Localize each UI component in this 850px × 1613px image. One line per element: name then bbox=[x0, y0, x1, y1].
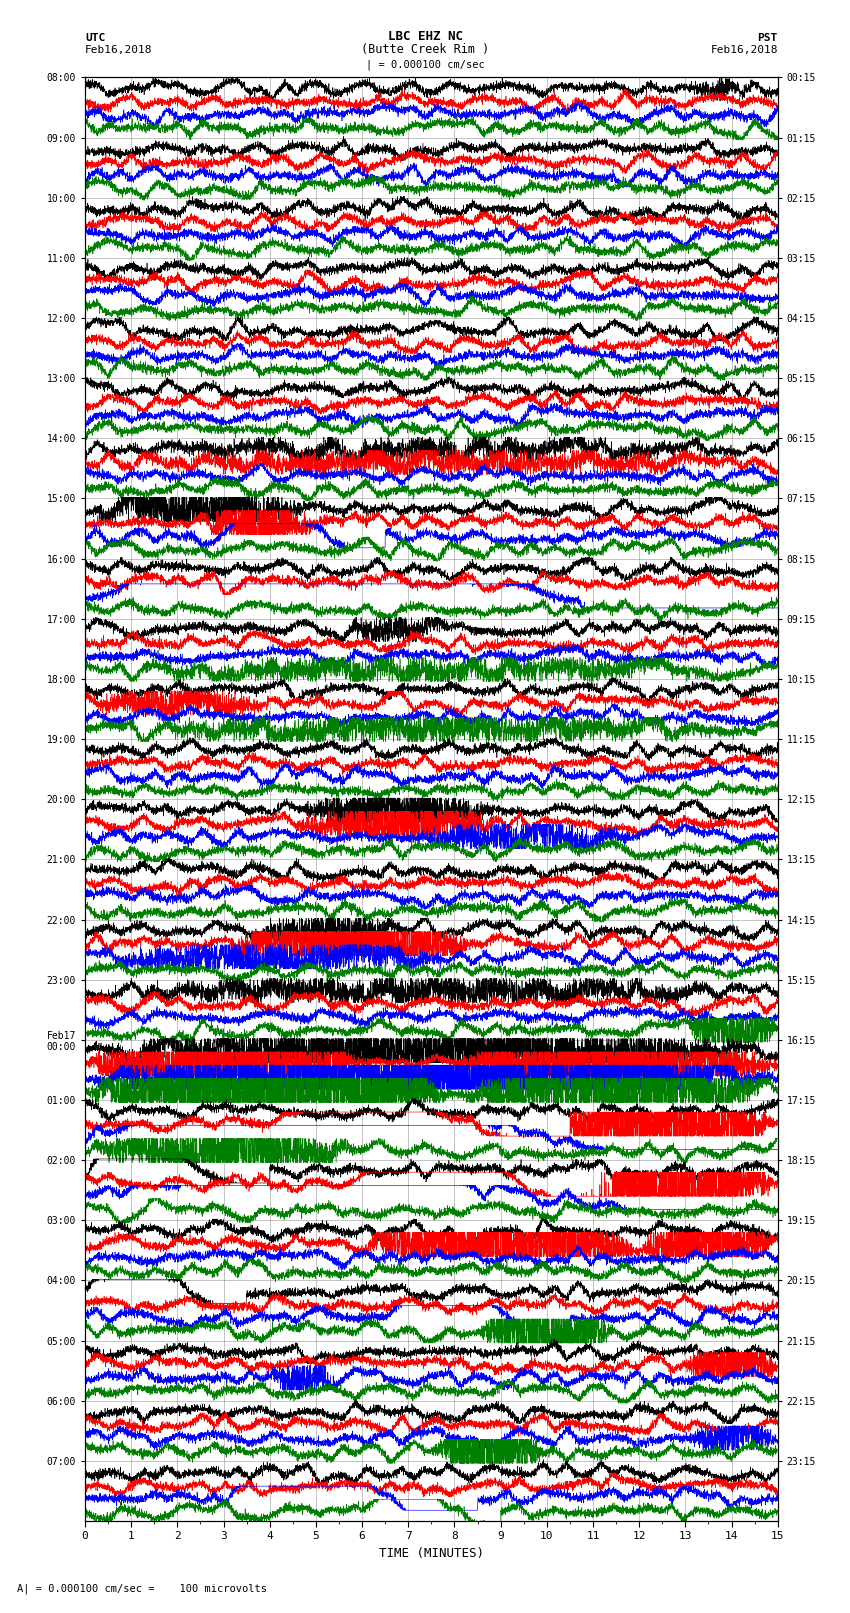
Text: A| = 0.000100 cm/sec =    100 microvolts: A| = 0.000100 cm/sec = 100 microvolts bbox=[17, 1582, 267, 1594]
X-axis label: TIME (MINUTES): TIME (MINUTES) bbox=[379, 1547, 484, 1560]
Text: LBC EHZ NC: LBC EHZ NC bbox=[388, 29, 462, 44]
Text: | = 0.000100 cm/sec: | = 0.000100 cm/sec bbox=[366, 60, 484, 71]
Text: Feb16,2018: Feb16,2018 bbox=[711, 45, 778, 55]
Text: UTC: UTC bbox=[85, 32, 105, 44]
Text: (Butte Creek Rim ): (Butte Creek Rim ) bbox=[361, 44, 489, 56]
Text: PST: PST bbox=[757, 32, 778, 44]
Text: Feb16,2018: Feb16,2018 bbox=[85, 45, 152, 55]
